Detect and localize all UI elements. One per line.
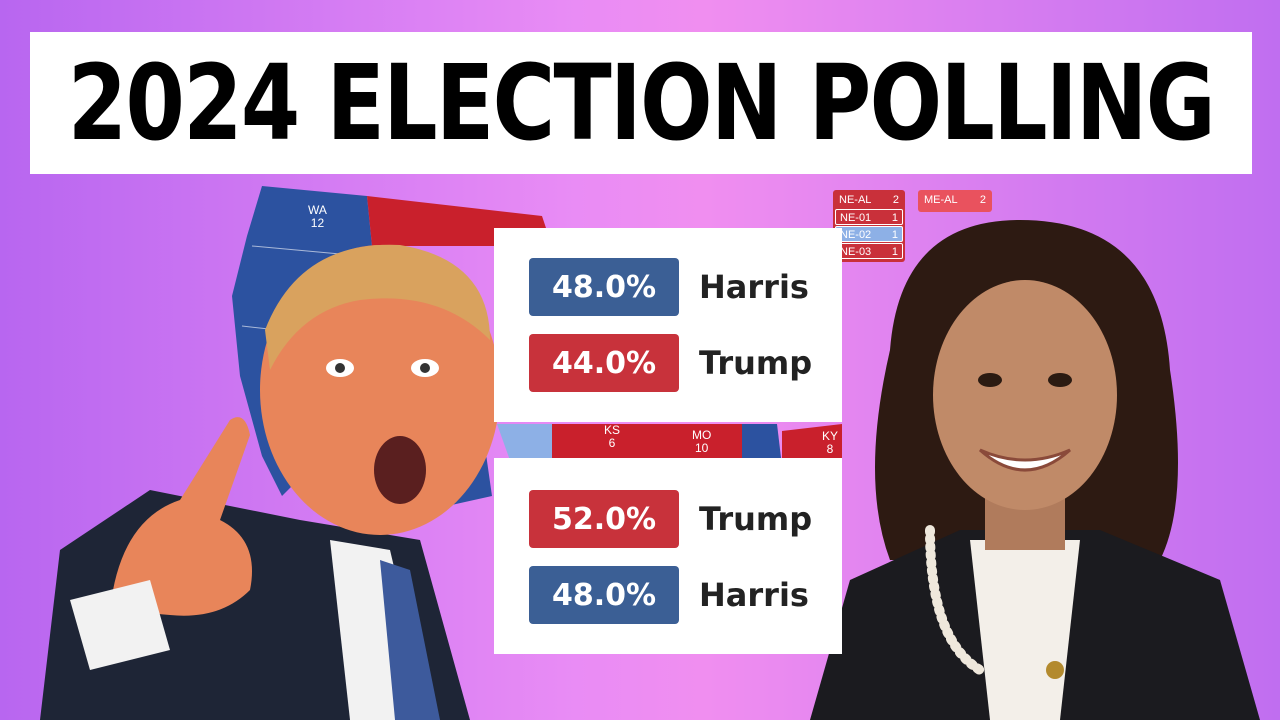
map-region-colorado (497, 424, 552, 466)
poll-card-1: 48.0% Harris 44.0% Trump (494, 228, 842, 422)
state-label-mo: MO 10 (692, 428, 712, 455)
candidate-name-harris: Harris (699, 268, 809, 306)
state-label-wa: WA 12 (308, 203, 327, 230)
harris-percentage: 48.0% (529, 566, 679, 624)
candidate-name-trump: Trump (699, 500, 813, 538)
poll-row: 52.0% Trump (529, 490, 842, 548)
district-ne-02: NE-02 1 (835, 226, 903, 242)
maine-districts: ME-AL 2 (918, 190, 992, 212)
district-ne-al: NE-AL 2 (839, 194, 899, 206)
trump-portrait (0, 220, 500, 720)
trump-percentage: 44.0% (529, 334, 679, 392)
trump-percentage: 52.0% (529, 490, 679, 548)
state-label-ky: KY 8 (822, 429, 839, 456)
candidate-name-trump: Trump (699, 344, 813, 382)
page-title: 2024 ELECTION POLLING (67, 42, 1216, 164)
poll-row: 48.0% Harris (529, 258, 842, 316)
harris-illustration (810, 220, 1260, 720)
poll-row: 44.0% Trump (529, 334, 842, 392)
title-banner: 2024 ELECTION POLLING (30, 32, 1252, 174)
state-label-ks: KS 6 (604, 423, 621, 450)
harris-percentage: 48.0% (529, 258, 679, 316)
poll-card-2: 52.0% Trump 48.0% Harris (494, 458, 842, 654)
map-region-illinois (742, 424, 782, 466)
district-ne-01: NE-01 1 (835, 209, 903, 225)
poll-row: 48.0% Harris (529, 566, 842, 624)
harris-portrait (780, 200, 1280, 720)
trump-illustration (40, 244, 500, 720)
candidate-name-harris: Harris (699, 576, 809, 614)
district-me-al: ME-AL 2 (924, 194, 986, 206)
